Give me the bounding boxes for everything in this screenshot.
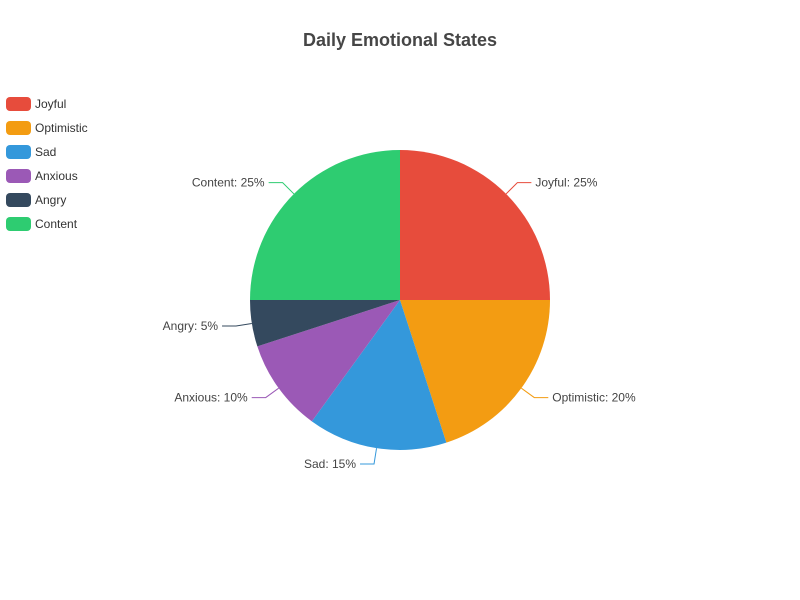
slice-label-line — [251, 387, 279, 399]
legend-label: Optimistic — [35, 121, 88, 135]
legend-item-anxious[interactable]: Anxious — [6, 164, 88, 188]
legend-item-optimistic[interactable]: Optimistic — [6, 116, 88, 140]
legend: Joyful Optimistic Sad Anxious Angry Content — [6, 92, 88, 236]
slice-label-line — [360, 448, 378, 465]
legend-item-joyful[interactable]: Joyful — [6, 92, 88, 116]
pie-slice-optimistic[interactable] — [400, 300, 550, 443]
slice-label-anxious: Anxious: 10% — [174, 391, 248, 405]
pie-slice-joyful[interactable] — [400, 150, 550, 300]
pie-slice-anxious[interactable] — [257, 300, 400, 422]
pie-slice-content[interactable] — [250, 150, 400, 300]
legend-item-angry[interactable]: Angry — [6, 188, 88, 212]
slice-label-joyful: Joyful: 25% — [535, 176, 597, 190]
legend-label: Content — [35, 217, 78, 231]
chart-title: Daily Emotional States — [302, 30, 498, 50]
legend-label: Angry — [35, 193, 67, 207]
legend-swatch — [6, 169, 31, 183]
pie-slice-sad[interactable] — [311, 300, 447, 450]
legend-swatch — [6, 217, 31, 231]
legend-label: Joyful — [35, 97, 67, 111]
pie-slice-angry[interactable] — [250, 300, 400, 347]
legend-swatch — [6, 145, 31, 159]
legend-swatch — [6, 193, 31, 207]
slice-label-angry: Angry: 5% — [163, 319, 219, 333]
legend-label: Anxious — [35, 169, 78, 183]
legend-label: Sad — [35, 145, 57, 159]
slice-label-optimistic: Optimistic: 20% — [552, 391, 636, 405]
slice-label-content: Content: 25% — [192, 176, 265, 190]
legend-swatch — [6, 121, 31, 135]
slice-label-line — [268, 182, 295, 195]
legend-swatch — [6, 97, 31, 111]
legend-item-content[interactable]: Content — [6, 212, 88, 236]
slice-label-line — [505, 182, 532, 195]
slice-label-sad: Sad: 15% — [304, 457, 356, 471]
slice-label-line — [222, 322, 252, 327]
slice-label-line — [521, 387, 549, 399]
legend-item-sad[interactable]: Sad — [6, 140, 88, 164]
